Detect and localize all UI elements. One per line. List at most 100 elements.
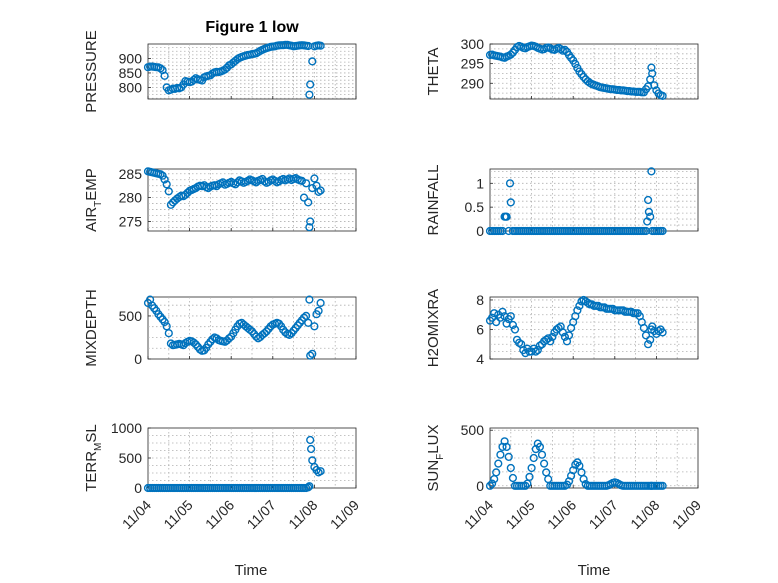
data-point bbox=[571, 460, 580, 469]
data-point bbox=[308, 184, 317, 193]
data-point bbox=[496, 450, 505, 459]
x-tick-label: 11/04 bbox=[461, 497, 497, 533]
data-point bbox=[658, 328, 667, 337]
data-point bbox=[316, 298, 325, 308]
data-point bbox=[554, 323, 563, 333]
data-point bbox=[492, 318, 501, 327]
data-point bbox=[527, 463, 536, 473]
x-tick-label: 11/09 bbox=[327, 497, 363, 533]
y-tick-label: 0 bbox=[134, 480, 142, 496]
data-point bbox=[488, 479, 497, 488]
data-point bbox=[260, 329, 269, 338]
y-tick-label: 850 bbox=[119, 65, 143, 81]
y-tick-label: 275 bbox=[119, 213, 143, 229]
y-axis-label: AIRTEMP bbox=[83, 168, 104, 232]
y-tick-label: 500 bbox=[119, 450, 143, 466]
data-point bbox=[539, 459, 549, 468]
data-point bbox=[212, 334, 221, 343]
data-point bbox=[490, 309, 499, 318]
data-point bbox=[310, 322, 319, 331]
y-tick-label: 900 bbox=[119, 50, 143, 66]
data-point bbox=[220, 65, 230, 74]
data-point bbox=[316, 41, 325, 50]
figure-title: Figure 1 low bbox=[205, 19, 299, 36]
data-point bbox=[304, 483, 313, 492]
data-point bbox=[314, 306, 323, 315]
y-tick-label: 300 bbox=[461, 36, 485, 52]
data-point bbox=[160, 175, 169, 184]
data-point bbox=[306, 217, 315, 226]
data-point bbox=[650, 81, 659, 90]
data-point bbox=[658, 91, 667, 101]
data-point bbox=[648, 322, 657, 331]
data-point bbox=[316, 467, 325, 476]
x-axis-label-right: Time bbox=[578, 562, 611, 579]
data-point bbox=[560, 45, 570, 55]
data-point bbox=[316, 186, 325, 195]
data-point bbox=[299, 313, 309, 322]
data-point bbox=[245, 325, 255, 334]
data-point bbox=[285, 330, 294, 340]
y-tick-label: 8 bbox=[476, 292, 484, 308]
x-tick-label: 11/08 bbox=[285, 497, 321, 533]
data-point bbox=[508, 473, 518, 483]
y-axis-label: MIXDEPTH bbox=[83, 289, 100, 367]
data-point bbox=[304, 198, 313, 207]
data-point bbox=[583, 298, 592, 308]
data-point bbox=[160, 317, 169, 327]
data-point bbox=[579, 72, 588, 82]
data-point bbox=[647, 63, 656, 72]
y-tick-label: 0 bbox=[134, 351, 142, 367]
data-point bbox=[306, 80, 315, 89]
y-tick-label: 0 bbox=[476, 478, 484, 494]
y-tick-label: 290 bbox=[461, 75, 485, 91]
data-point bbox=[643, 340, 653, 349]
data-point bbox=[166, 200, 176, 209]
data-point bbox=[498, 307, 507, 316]
data-point bbox=[485, 481, 495, 490]
data-point bbox=[525, 472, 534, 482]
data-point bbox=[164, 329, 173, 338]
data-point bbox=[302, 179, 311, 188]
data-point bbox=[488, 313, 497, 322]
data-point bbox=[305, 223, 314, 232]
data-point bbox=[312, 465, 321, 475]
y-axis-label: THETA bbox=[425, 47, 442, 95]
data-point bbox=[307, 444, 316, 454]
y-tick-label: 800 bbox=[119, 79, 143, 95]
x-tick-label: 11/04 bbox=[119, 497, 155, 533]
y-tick-label: 4 bbox=[476, 351, 484, 367]
x-axis-label-left: Time bbox=[235, 562, 268, 579]
data-point bbox=[304, 318, 313, 327]
data-point bbox=[573, 306, 582, 315]
data-point bbox=[521, 481, 530, 490]
data-point bbox=[506, 50, 515, 59]
subplot-air_temp: 275 280 285 AIRTEMP bbox=[83, 166, 357, 232]
data-point bbox=[305, 90, 314, 99]
data-point bbox=[535, 341, 545, 350]
data-point bbox=[643, 195, 653, 205]
data-point bbox=[658, 481, 667, 490]
data-point bbox=[575, 301, 584, 311]
data-point bbox=[156, 64, 165, 73]
data-point bbox=[658, 226, 667, 236]
subplot-mixdepth: 0 500 MIXDEPTH bbox=[83, 289, 357, 367]
data-point bbox=[162, 180, 171, 189]
data-point bbox=[204, 184, 213, 193]
data-point bbox=[533, 346, 542, 355]
data-point bbox=[297, 176, 307, 186]
y-tick-label: 1000 bbox=[111, 420, 142, 436]
data-point bbox=[164, 187, 173, 196]
subplot-theta: 290 295 300 THETA bbox=[425, 36, 699, 101]
data-point bbox=[546, 337, 555, 346]
data-point bbox=[644, 207, 654, 217]
data-point bbox=[508, 320, 518, 330]
data-point bbox=[310, 174, 319, 183]
data-point bbox=[160, 71, 169, 80]
data-point bbox=[505, 179, 515, 188]
data-point bbox=[531, 347, 540, 356]
data-point bbox=[305, 482, 314, 491]
data-point bbox=[654, 89, 663, 98]
